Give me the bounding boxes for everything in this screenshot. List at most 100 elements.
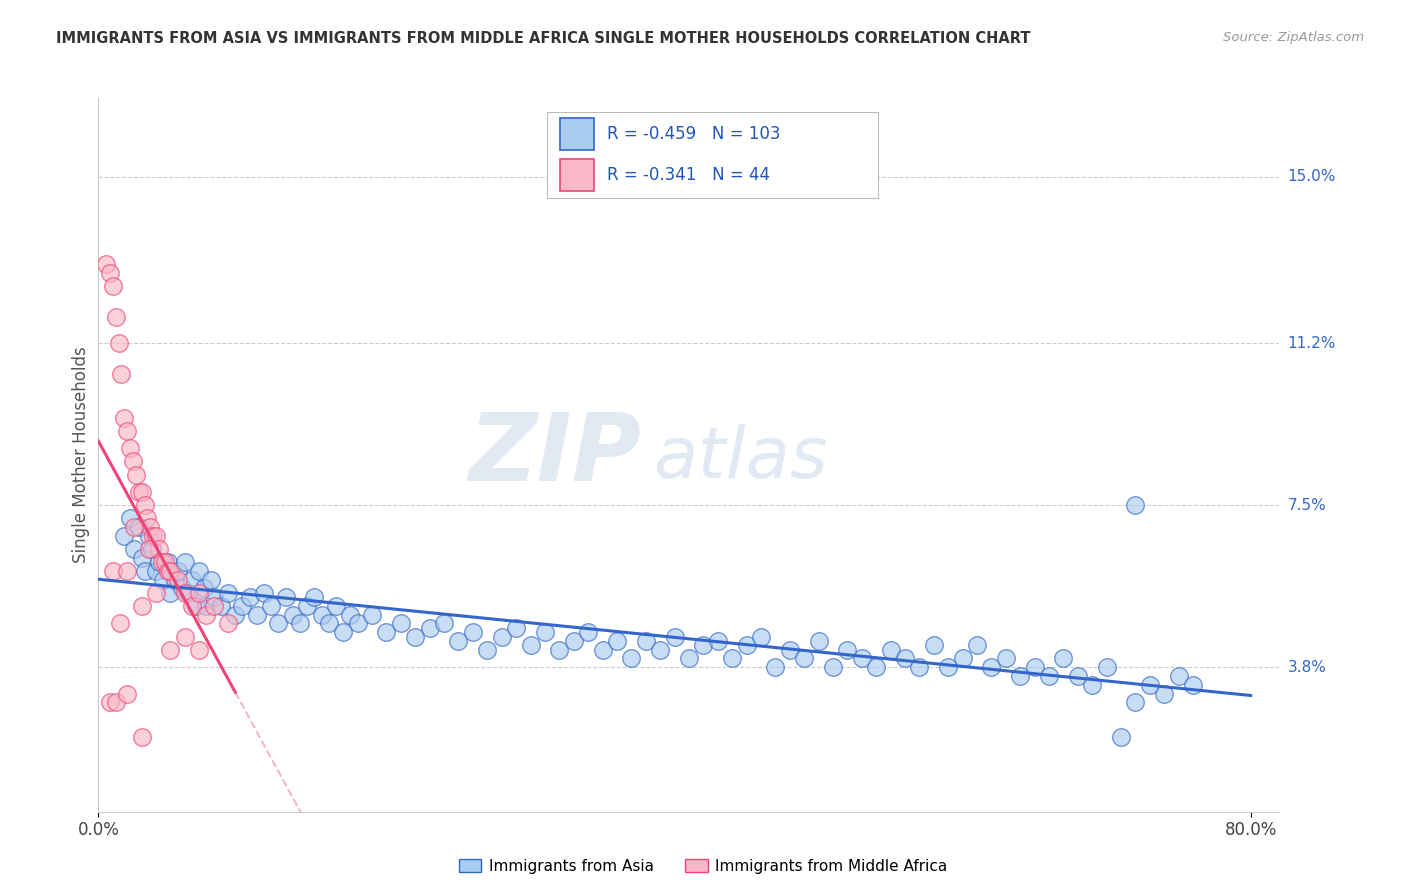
Point: [173, 586, 195, 600]
Point: [153, 555, 176, 569]
Point: [1024, 660, 1046, 674]
Point: [1081, 678, 1104, 692]
Point: [922, 638, 945, 652]
Point: [1125, 498, 1147, 512]
Point: [195, 607, 218, 622]
Point: [288, 616, 311, 631]
Point: [136, 511, 159, 525]
Point: [865, 660, 887, 674]
Point: [1139, 678, 1161, 692]
Y-axis label: Single Mother Households: Single Mother Households: [72, 347, 90, 563]
Point: [966, 638, 988, 652]
Point: [419, 621, 441, 635]
Text: 15.0%: 15.0%: [1288, 169, 1336, 185]
Point: [156, 564, 179, 578]
Point: [519, 638, 541, 652]
Point: [112, 529, 135, 543]
Point: [108, 616, 131, 631]
Point: [779, 642, 801, 657]
Point: [304, 591, 326, 605]
Point: [115, 424, 138, 438]
Point: [148, 542, 170, 557]
Point: [166, 564, 188, 578]
Text: atlas: atlas: [654, 424, 828, 493]
Point: [318, 616, 340, 631]
Point: [505, 621, 527, 635]
Point: [634, 634, 657, 648]
Point: [735, 638, 758, 652]
Point: [173, 555, 195, 569]
Point: [94, 258, 117, 272]
Point: [721, 651, 744, 665]
Point: [297, 599, 319, 613]
Point: [433, 616, 456, 631]
Point: [141, 542, 163, 557]
Point: [447, 634, 470, 648]
Point: [821, 660, 844, 674]
Point: [1125, 695, 1147, 709]
Point: [107, 336, 129, 351]
Text: Source: ZipAtlas.com: Source: ZipAtlas.com: [1223, 31, 1364, 45]
Point: [1167, 669, 1189, 683]
Point: [120, 442, 142, 456]
Point: [994, 651, 1017, 665]
Point: [115, 686, 138, 700]
Point: [389, 616, 412, 631]
Point: [650, 642, 672, 657]
Point: [274, 591, 297, 605]
Point: [706, 634, 728, 648]
Point: [980, 660, 1002, 674]
Point: [375, 625, 398, 640]
Point: [134, 564, 156, 578]
Point: [332, 625, 354, 640]
Point: [325, 599, 347, 613]
Point: [163, 573, 186, 587]
Point: [145, 564, 167, 578]
Point: [202, 599, 225, 613]
Point: [260, 599, 283, 613]
Point: [1067, 669, 1090, 683]
Point: [115, 564, 138, 578]
Point: [1182, 678, 1205, 692]
Point: [678, 651, 700, 665]
Point: [101, 564, 124, 578]
Point: [851, 651, 873, 665]
Point: [177, 586, 200, 600]
Point: [311, 607, 333, 622]
Point: [894, 651, 917, 665]
Point: [195, 599, 218, 613]
Point: [128, 485, 150, 500]
Point: [148, 555, 170, 569]
Point: [173, 630, 195, 644]
Point: [110, 367, 132, 381]
Point: [131, 550, 153, 565]
Point: [562, 634, 585, 648]
Point: [159, 564, 181, 578]
Text: 3.8%: 3.8%: [1288, 660, 1327, 674]
Point: [166, 573, 188, 587]
Point: [763, 660, 786, 674]
Point: [131, 485, 153, 500]
Point: [231, 599, 253, 613]
FancyBboxPatch shape: [561, 118, 593, 150]
Text: 7.5%: 7.5%: [1288, 498, 1326, 513]
Point: [281, 607, 304, 622]
Point: [170, 582, 193, 596]
Point: [112, 410, 135, 425]
Point: [548, 642, 571, 657]
Point: [837, 642, 859, 657]
Point: [404, 630, 426, 644]
Point: [188, 564, 211, 578]
Point: [1052, 651, 1074, 665]
Point: [239, 591, 262, 605]
Point: [188, 642, 211, 657]
Point: [246, 607, 269, 622]
Point: [361, 607, 384, 622]
Point: [253, 586, 276, 600]
Point: [98, 266, 121, 280]
Point: [120, 511, 142, 525]
Point: [217, 586, 239, 600]
Point: [807, 634, 830, 648]
Point: [159, 586, 181, 600]
Point: [142, 529, 165, 543]
